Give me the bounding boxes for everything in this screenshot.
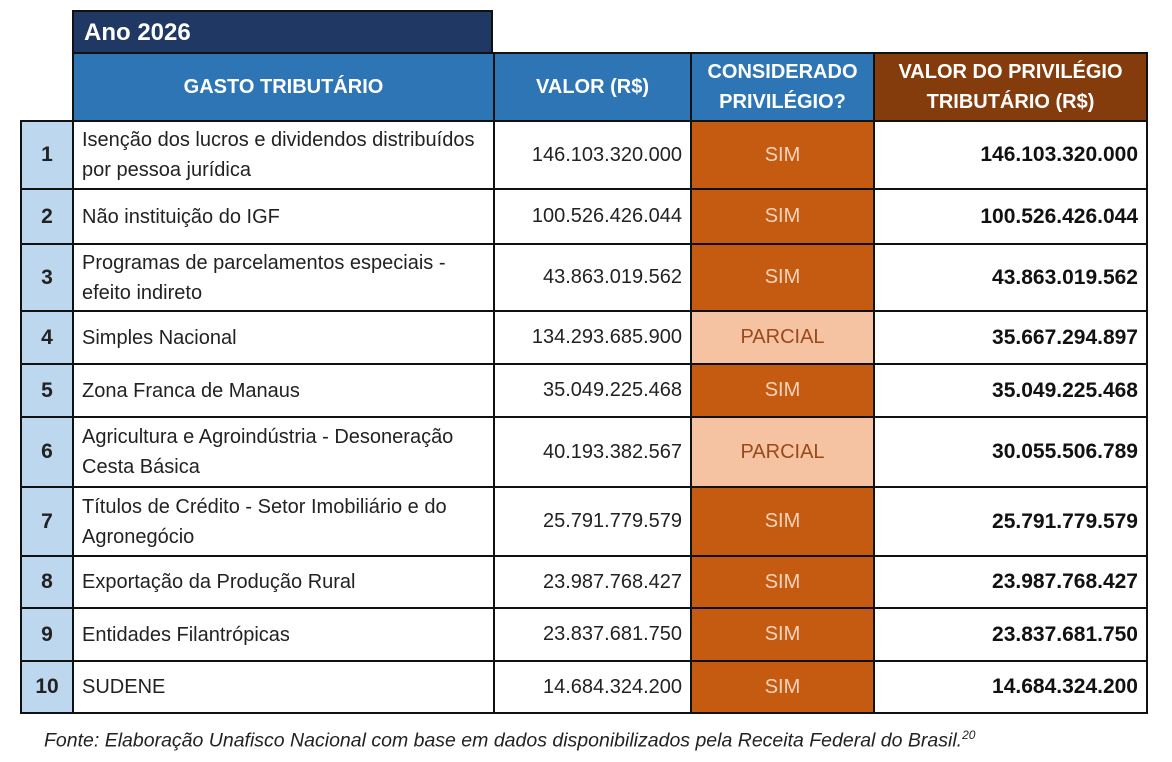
rank-cell: 8 — [20, 555, 74, 609]
status-cell: SIM — [690, 486, 875, 557]
rank-cell: 3 — [20, 243, 74, 312]
name-cell: Simples Nacional — [72, 310, 495, 365]
status-cell: SIM — [690, 363, 875, 418]
footer: Fonte: Elaboração Unafisco Nacional com … — [44, 728, 975, 753]
table-row: 2 Não instituição do IGF 100.526.426.044 SI… — [20, 188, 1148, 245]
name-cell: Entidades Filantrópicas — [72, 607, 495, 662]
table-row: 7 Títulos de Crédito - Setor Imobiliário … — [20, 486, 1148, 557]
rank-cell: 10 — [20, 660, 74, 714]
name-cell: Agricultura e Agroindústria - Desoneraçã… — [72, 416, 495, 488]
table-row: 3 Programas de parcelamentos especiais - … — [20, 243, 1148, 312]
name-cell: Isenção dos lucros e dividendos distribu… — [72, 120, 495, 190]
column-header: VALOR (R$) — [493, 52, 692, 122]
status-cell: SIM — [690, 243, 875, 312]
source-note: Fonte: Elaboração Unafisco Nacional com … — [44, 729, 963, 752]
privilege-cell: 100.526.426.044 — [873, 188, 1148, 245]
name-cell: Títulos de Crédito - Setor Imobiliário e… — [72, 486, 495, 557]
table-row: 6 Agricultura e Agroindústria - Desoneraç… — [20, 416, 1148, 488]
privilege-cell: 43.863.019.562 — [873, 243, 1148, 312]
rank-cell: 1 — [20, 120, 74, 190]
table-row: 1 Isenção dos lucros e dividendos distrib… — [20, 120, 1148, 190]
value-cell: 25.791.779.579 — [493, 486, 692, 557]
table-row: 8 Exportação da Produção Rural 23.987.768.… — [20, 555, 1148, 609]
privilege-cell: 146.103.320.000 — [873, 120, 1148, 190]
table: GASTO TRIBUTÁRIO VALOR (R$) CONSIDERADO … — [20, 52, 1148, 714]
value-cell: 35.049.225.468 — [493, 363, 692, 418]
status-cell: SIM — [690, 660, 875, 714]
column-header: GASTO TRIBUTÁRIO — [72, 52, 495, 122]
value-cell: 40.193.382.567 — [493, 416, 692, 488]
value-cell: 100.526.426.044 — [493, 188, 692, 245]
status-cell: SIM — [690, 607, 875, 662]
name-cell: Zona Franca de Manaus — [72, 363, 495, 418]
value-cell: 23.837.681.750 — [493, 607, 692, 662]
privilege-cell: 25.791.779.579 — [873, 486, 1148, 557]
table-body: 1 Isenção dos lucros e dividendos distrib… — [20, 120, 1148, 714]
column-header: VALOR DO PRIVILÉGIO TRIBUTÁRIO (R$) — [873, 52, 1148, 122]
column-header: CONSIDERADO PRIVILÉGIO? — [690, 52, 875, 122]
rank-cell: 2 — [20, 188, 74, 245]
privilege-cell: 14.684.324.200 — [873, 660, 1148, 714]
privilege-cell: 35.049.225.468 — [873, 363, 1148, 418]
table-title: Ano 2026 — [72, 10, 493, 52]
header-blank — [21, 53, 73, 122]
status-cell: SIM — [690, 555, 875, 609]
value-cell: 14.684.324.200 — [493, 660, 692, 714]
name-cell: SUDENE — [72, 660, 495, 714]
status-cell: PARCIAL — [690, 416, 875, 488]
name-cell: Não instituição do IGF — [72, 188, 495, 245]
value-cell: 146.103.320.000 — [493, 120, 692, 190]
value-cell: 134.293.685.900 — [493, 310, 692, 365]
privilege-cell: 23.837.681.750 — [873, 607, 1148, 662]
privilege-cell: 35.667.294.897 — [873, 310, 1148, 365]
table-row: 9 Entidades Filantrópicas 23.837.681.750 SI… — [20, 607, 1148, 662]
privilege-cell: 30.055.506.789 — [873, 416, 1148, 488]
rank-cell: 7 — [20, 486, 74, 557]
name-cell: Exportação da Produção Rural — [72, 555, 495, 609]
header-row: GASTO TRIBUTÁRIO VALOR (R$) CONSIDERADO … — [21, 52, 1148, 122]
rank-cell: 6 — [20, 416, 74, 488]
table-row: 10 SUDENE 14.684.324.200 SIM 14.684.324.200 — [20, 660, 1148, 714]
rank-cell: 4 — [20, 310, 74, 365]
status-cell: SIM — [690, 188, 875, 245]
name-cell: Programas de parcelamentos especiais - e… — [72, 243, 495, 312]
status-cell: SIM — [690, 120, 875, 190]
table-row: 5 Zona Franca de Manaus 35.049.225.468 SIM 3… — [20, 363, 1148, 418]
value-cell: 23.987.768.427 — [493, 555, 692, 609]
status-cell: PARCIAL — [690, 310, 875, 365]
rank-cell: 9 — [20, 607, 74, 662]
privilege-cell: 23.987.768.427 — [873, 555, 1148, 609]
table-row: 4 Simples Nacional 134.293.685.900 PARCIAL 3… — [20, 310, 1148, 365]
value-cell: 43.863.019.562 — [493, 243, 692, 312]
rank-cell: 5 — [20, 363, 74, 418]
footnote-ref: 20 — [962, 728, 976, 742]
